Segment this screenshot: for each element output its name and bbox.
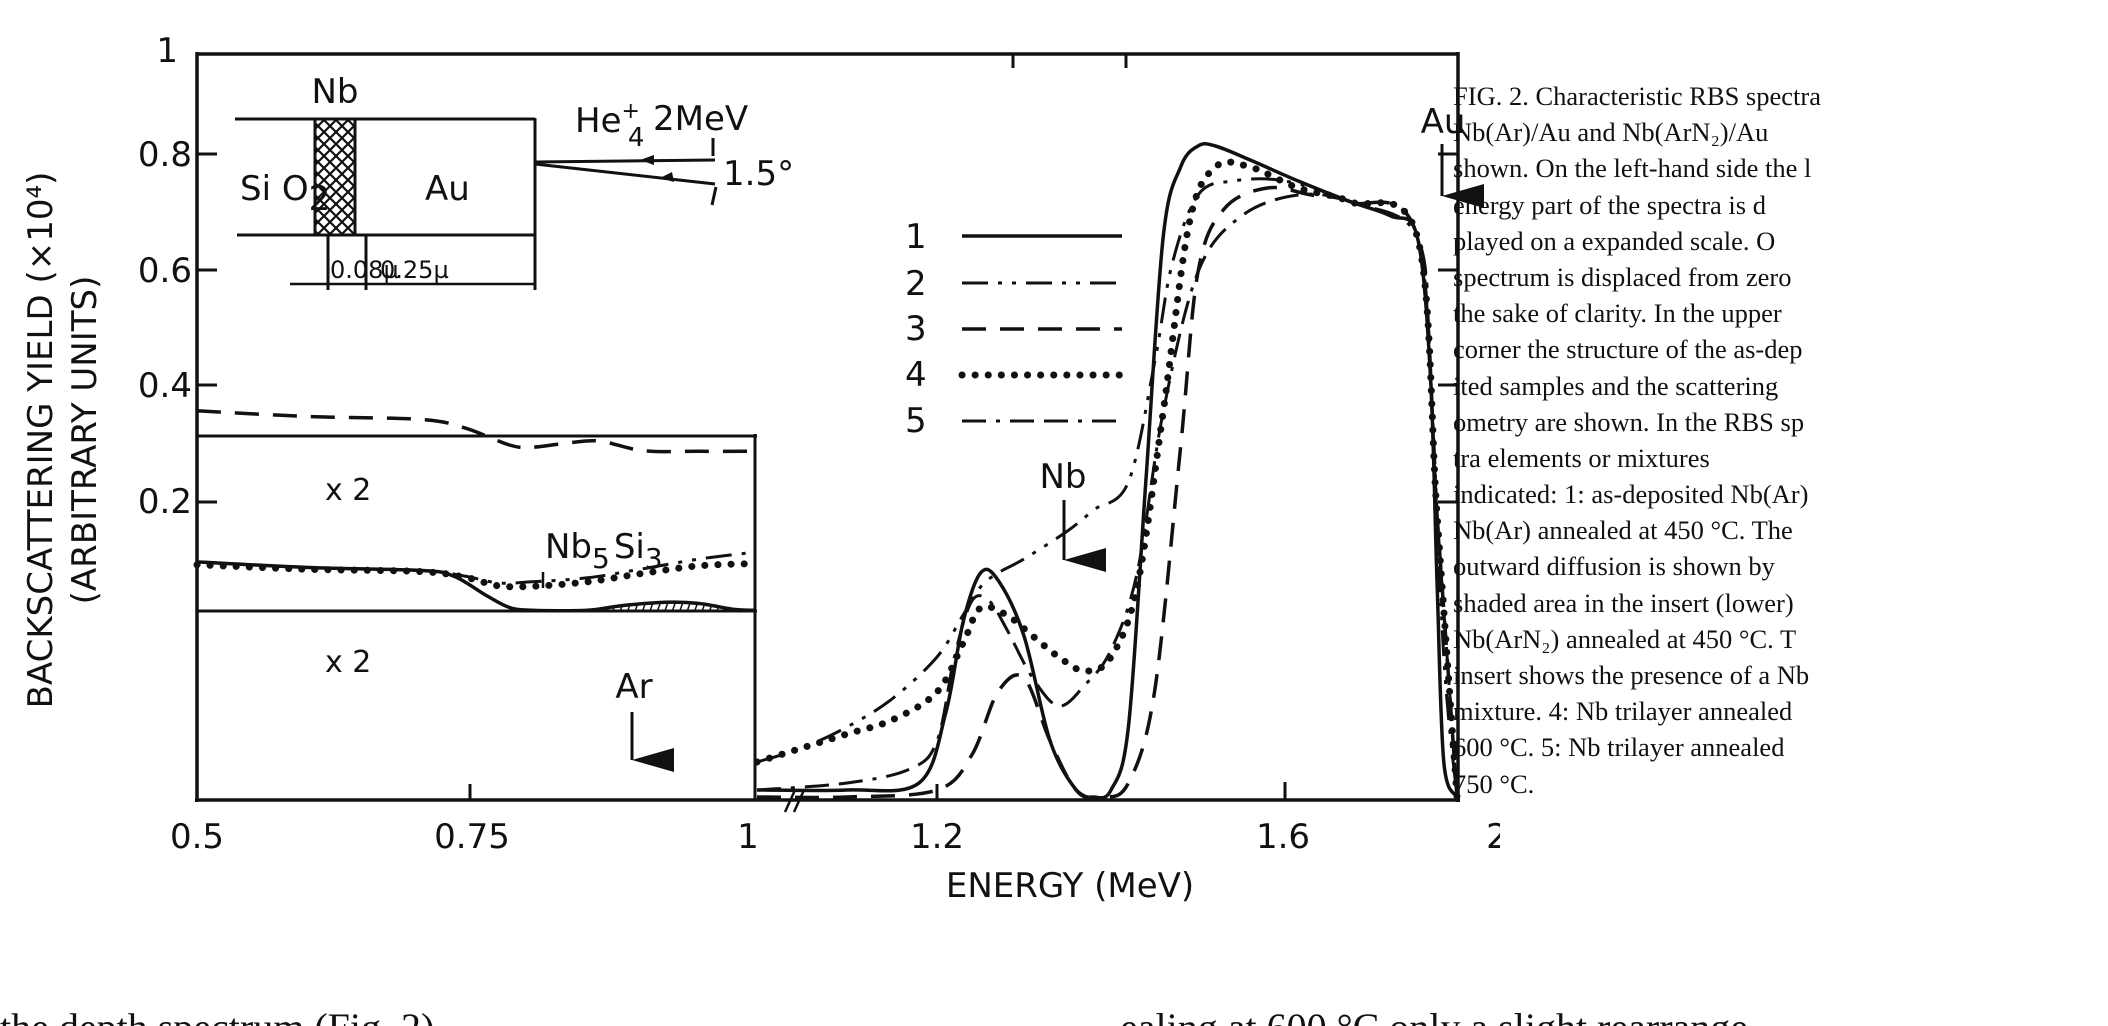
sample-structure-diagram: Nb Si O2 Au 0.08µ 0.25µ He+ 4 2MeV 1.5° xyxy=(235,72,794,290)
y-axis-label-line1: BACKSCATTERING YIELD (×10⁴) xyxy=(21,172,61,709)
caption-line: Nb(Ar)/Au and Nb(ArN₂)/Au xyxy=(1453,117,1769,148)
x-tick-label: 1.2 xyxy=(910,817,964,857)
series-line-1 xyxy=(756,142,1459,800)
beam-he: He xyxy=(575,101,621,141)
nb5si3-label: Nb5 Si3 xyxy=(545,527,663,575)
nb-label: Nb xyxy=(311,72,358,112)
axis-break-mark xyxy=(783,789,806,813)
caption-line: tra elements or mixtures xyxy=(1453,442,1710,473)
caption-line: ometry are shown. In the RBS sp xyxy=(1453,406,1805,437)
rbs-figure: 1 0.8 0.6 0.4 0.2 0.5 0.75 1 1.2 1.6 2 E… xyxy=(21,31,1500,906)
beam-mass: 4 xyxy=(628,123,645,153)
scattering-angle: 1.5° xyxy=(723,154,794,194)
x-tick-label: 1.6 xyxy=(1256,817,1310,857)
inset-series-line-2 xyxy=(196,550,756,585)
caption-line: outward diffusion is shown by xyxy=(1453,551,1775,582)
caption-line: energy part of the spectra is d xyxy=(1453,189,1766,220)
body-text-clipped: the depth spectrum (Fig. 2) ealing at 60… xyxy=(0,1004,2108,1026)
sio2-sub: 2 xyxy=(309,179,331,219)
caption-line: shown. On the left-hand side the l xyxy=(1453,153,1812,184)
thickness-au: 0.25µ xyxy=(380,256,449,284)
sio2-label: Si O2 xyxy=(240,169,330,219)
thickness-nb: 0.08µ xyxy=(330,256,399,284)
legend-label-4: 4 xyxy=(905,355,927,395)
x2-label-lower: x 2 xyxy=(325,645,371,680)
legend-label-3: 3 xyxy=(905,309,927,349)
series-line-3 xyxy=(756,185,1459,800)
caption-line: corner the structure of the as-dep xyxy=(1453,334,1803,365)
caption-line: the sake of clarity. In the upper xyxy=(1453,298,1782,329)
caption-line: insert shows the presence of a Nb xyxy=(1453,660,1810,690)
caption-line: mixture. 4: Nb trilayer annealed xyxy=(1453,696,1793,727)
ar-shaded-area xyxy=(587,602,755,611)
ar-label: Ar xyxy=(615,667,652,707)
y-tick-label: 0.6 xyxy=(138,251,192,291)
y-tick-label: 0.2 xyxy=(138,482,192,522)
inset-series-line-1 xyxy=(196,560,756,613)
x-tick-label: 0.5 xyxy=(170,817,224,857)
caption-line: FIG. 2. Characteristic RBS spectra xyxy=(1453,81,1821,111)
caption-line: Nb(Ar) annealed at 450 °C. The xyxy=(1453,515,1793,546)
y-tick-label: 0.8 xyxy=(138,135,192,175)
nb-peak-label: Nb xyxy=(1039,457,1086,497)
caption-line: spectrum is displaced from zero xyxy=(1453,261,1792,292)
y-tick-label: 1 xyxy=(156,31,178,71)
sio2-main: Si O xyxy=(240,169,309,209)
beam-label: He+ 4 xyxy=(575,99,644,153)
caption-line: shaded area in the insert (lower) xyxy=(1453,587,1794,618)
inset-series-line-3 xyxy=(196,409,756,454)
x-tick-label: 0.75 xyxy=(434,817,510,857)
inset-series-line-4 xyxy=(193,560,759,591)
body-text-left: the depth spectrum (Fig. 2) xyxy=(0,1004,434,1026)
figure-caption: FIG. 2. Characteristic RBS spectra Nb(Ar)… xyxy=(1453,78,2108,802)
caption-line: Nb(ArN₂) annealed at 450 °C. T xyxy=(1453,623,1797,654)
x2-label-upper: x 2 xyxy=(325,473,371,508)
low-energy-inset: x 2 x 2 Nb5 Si3 Ar xyxy=(193,409,759,800)
legend-label-5: 5 xyxy=(905,401,927,441)
body-text-right: ealing at 600 °C only a slight rearrange xyxy=(1120,1004,1748,1026)
beam-charge: + xyxy=(621,99,639,124)
y-axis-label-line2: (ARBITRARY UNITS) xyxy=(65,276,105,605)
x-tick-label: 2 xyxy=(1486,817,1500,857)
y-axis-ticks xyxy=(197,54,1458,800)
caption-line: played on a expanded scale. O xyxy=(1453,225,1776,256)
caption-line: indicated: 1: as-deposited Nb(Ar) xyxy=(1453,479,1809,510)
legend-label-2: 2 xyxy=(905,264,927,304)
beam-energy: 2MeV xyxy=(653,99,748,139)
au-edge-label: Au xyxy=(1421,102,1466,142)
nb-layer xyxy=(313,117,357,237)
legend-label-1: 1 xyxy=(905,217,927,257)
x-axis-label: ENERGY (MeV) xyxy=(946,866,1194,906)
caption-line: 750 °C. xyxy=(1453,768,1535,799)
au-layer-label: Au xyxy=(425,169,470,209)
plot-frame xyxy=(195,52,1460,802)
caption-line: 600 °C. 5: Nb trilayer annealed xyxy=(1453,732,1785,763)
series-line-5 xyxy=(756,192,1459,798)
series-line-4 xyxy=(753,158,1461,801)
series-line-2 xyxy=(756,177,1459,798)
legend: 1 2 3 4 5 xyxy=(905,217,1126,441)
x-tick-label: 1 xyxy=(737,817,759,857)
y-tick-label: 0.4 xyxy=(138,366,192,406)
caption-line: ited samples and the scattering xyxy=(1453,370,1779,401)
